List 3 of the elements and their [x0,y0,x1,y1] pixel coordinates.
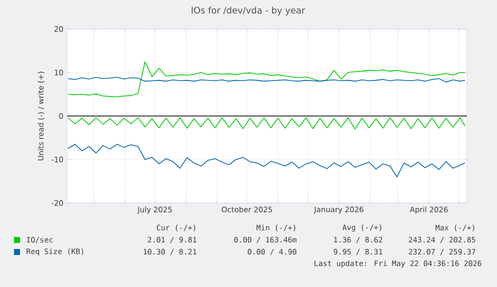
line-series [68,117,466,130]
chart-title: IOs for /dev/vda - by year [192,6,306,16]
line-series [68,144,466,178]
